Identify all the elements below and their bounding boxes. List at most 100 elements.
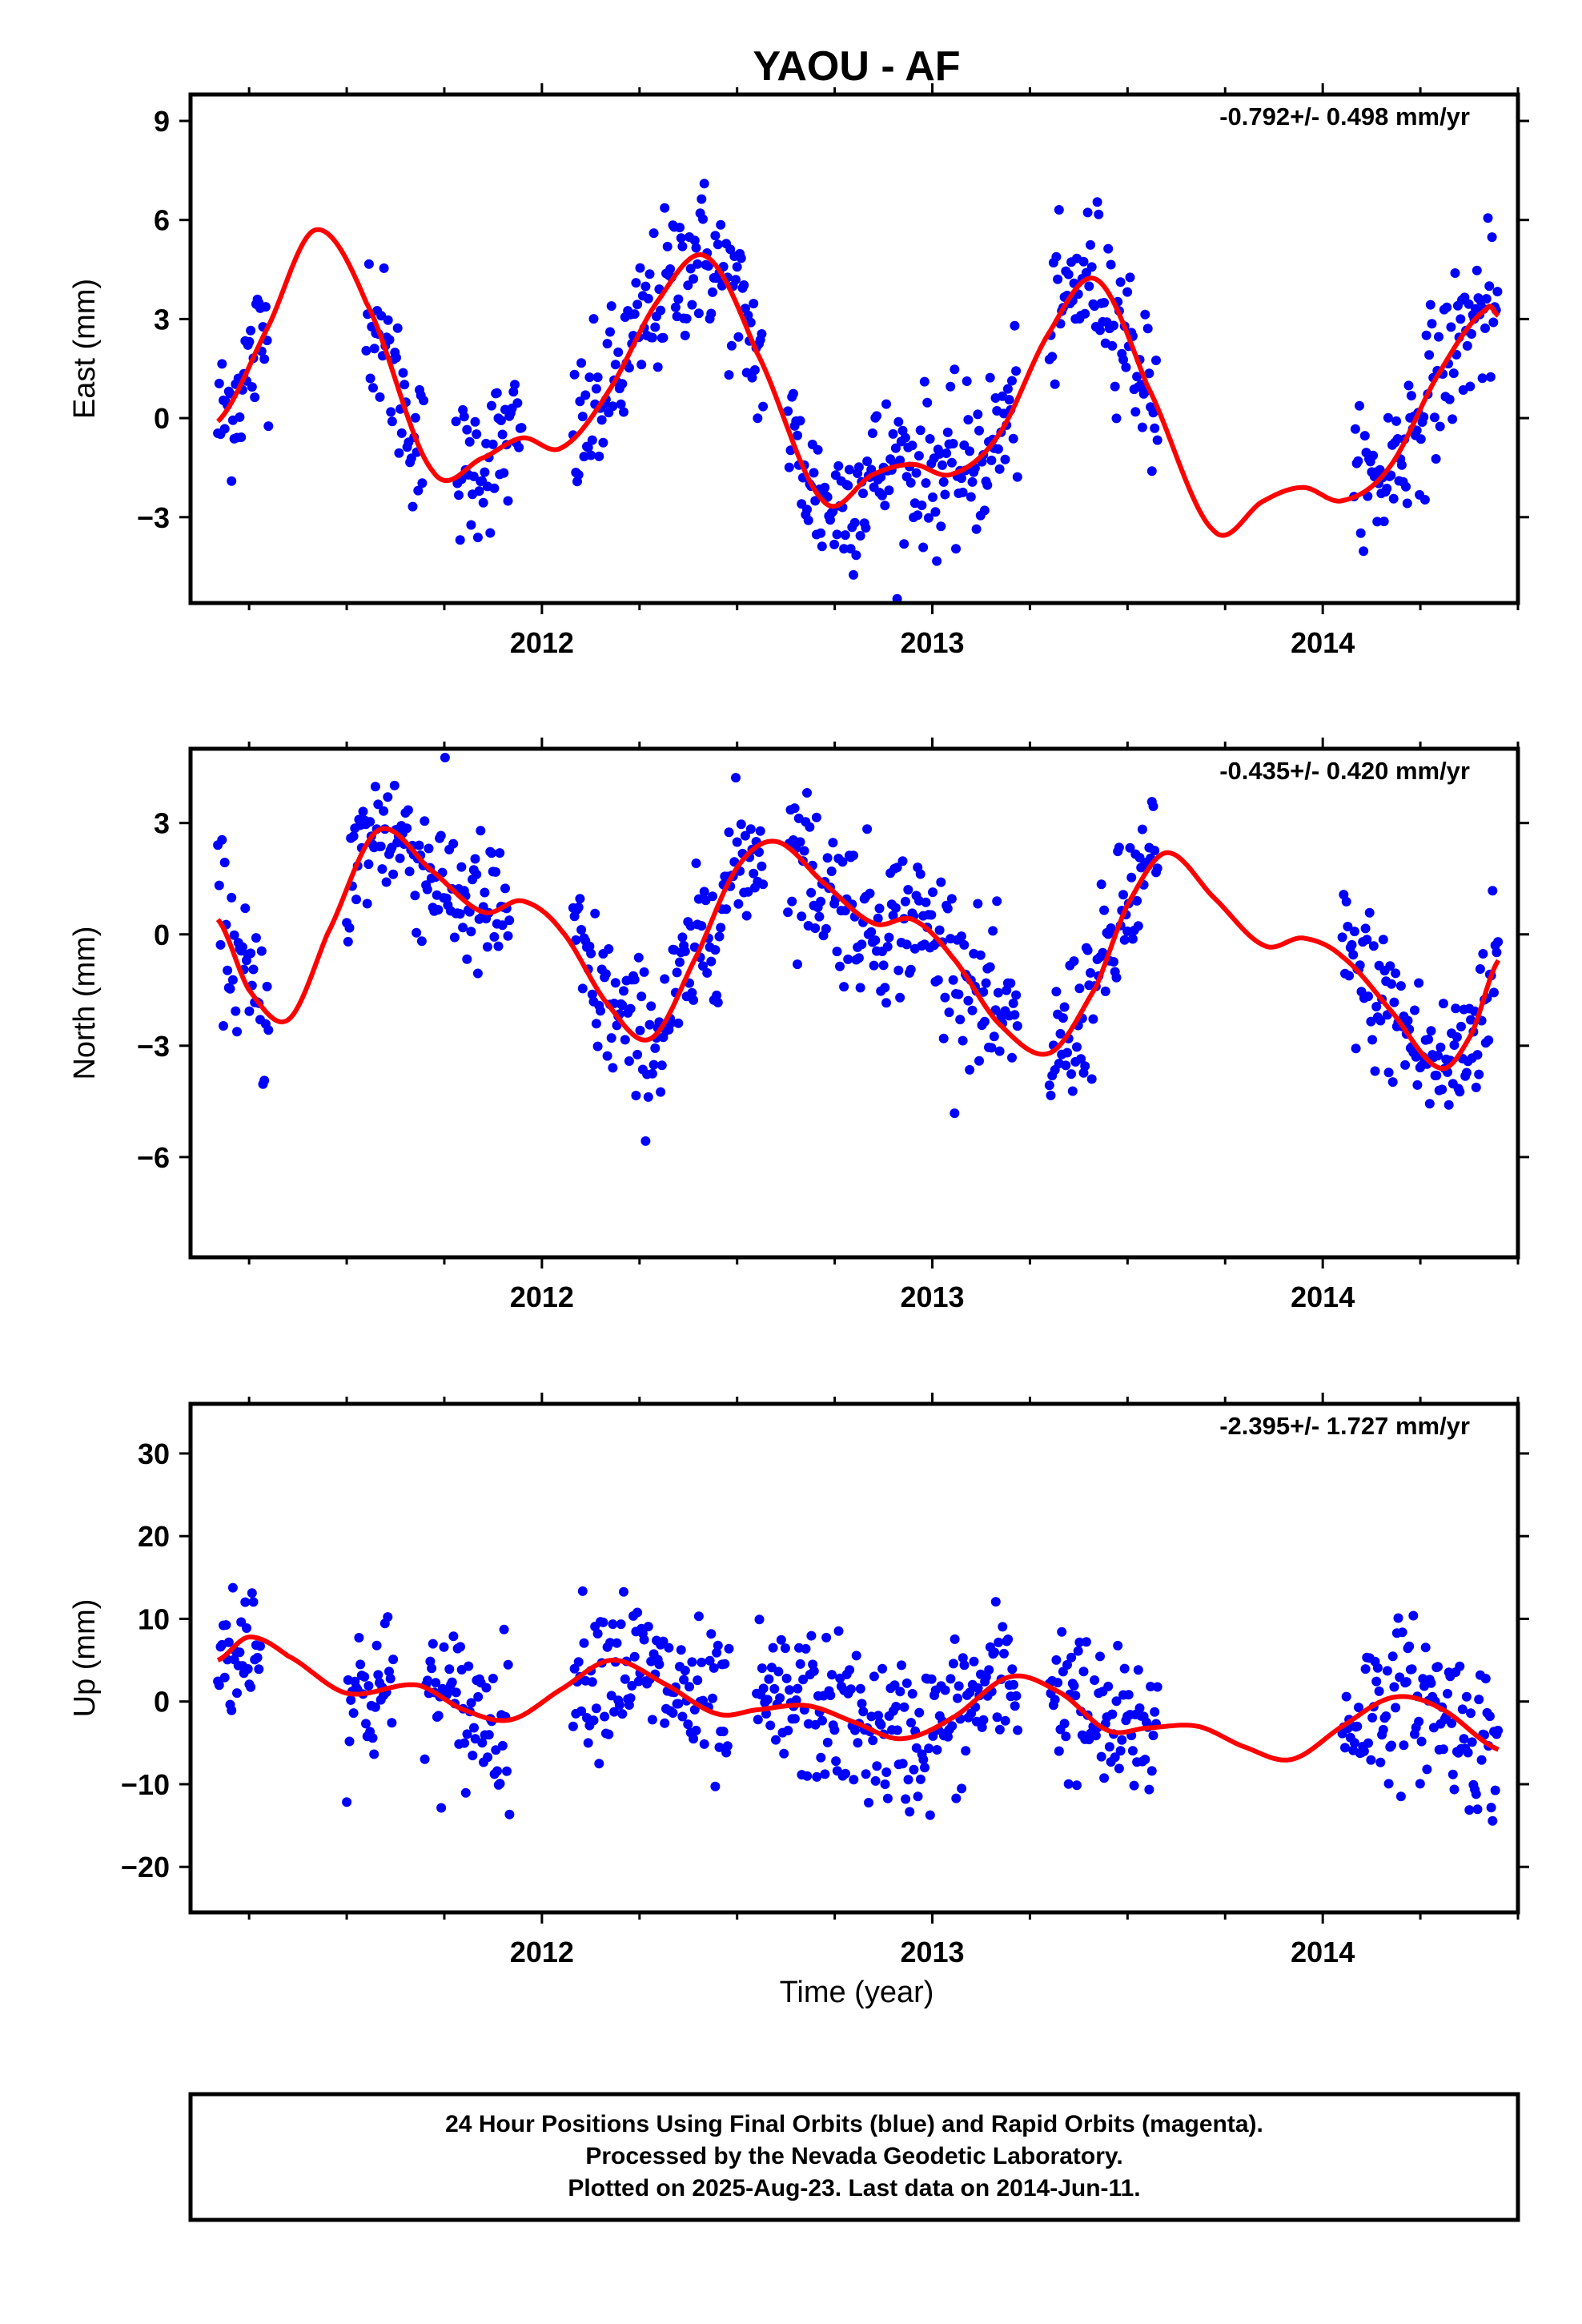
east-data-point (677, 241, 688, 251)
north-data-point (1007, 1052, 1017, 1063)
north-data-point (758, 879, 769, 890)
north-data-point (1076, 1054, 1086, 1064)
up-data-point (632, 1607, 643, 1618)
east-data-point (575, 396, 585, 407)
up-data-point (1371, 1676, 1382, 1687)
east-y-axis-label: East (mm) (68, 279, 102, 419)
up-data-point (439, 1642, 449, 1652)
east-data-point (683, 280, 693, 291)
up-data-point (342, 1797, 352, 1807)
up-data-point (359, 1671, 370, 1682)
east-data-point (1427, 319, 1437, 329)
east-data-point (895, 455, 905, 465)
east-data-point (1053, 274, 1063, 284)
north-data-point (706, 956, 717, 967)
north-data-point (1424, 1099, 1435, 1109)
north-data-point (797, 911, 807, 922)
east-data-point (1010, 320, 1020, 331)
up-data-point (833, 1626, 844, 1636)
up-data-point (367, 1733, 378, 1743)
up-data-point (248, 1597, 259, 1607)
north-data-point (832, 947, 842, 957)
east-data-point (400, 380, 410, 390)
north-data-point (880, 983, 890, 993)
east-data-point (480, 467, 490, 477)
north-data-point (412, 927, 422, 938)
north-data-point (1061, 1060, 1071, 1071)
up-data-point (594, 1759, 604, 1769)
up-data-point (1486, 1803, 1496, 1813)
north-data-point (395, 853, 405, 863)
north-data-point (217, 834, 227, 845)
north-data-point (404, 866, 415, 877)
east-data-point (487, 400, 496, 411)
up-data-point (1050, 1695, 1060, 1705)
up-data-point (880, 1779, 890, 1789)
north-data-point (869, 960, 879, 971)
north-data-point (1455, 1087, 1465, 1097)
east-data-point (259, 354, 270, 364)
north-data-point (1341, 896, 1351, 907)
north-data-point (1431, 1070, 1442, 1080)
east-data-point (985, 372, 995, 383)
up-data-point (1057, 1626, 1067, 1637)
north-data-point (503, 931, 513, 941)
east-data-point (862, 456, 873, 466)
east-data-point (1447, 414, 1458, 424)
east-data-point (932, 556, 942, 566)
east-data-point (387, 416, 397, 427)
up-data-point (857, 1699, 867, 1709)
north-data-point (232, 1027, 242, 1037)
east-data-point (1382, 484, 1392, 493)
east-data-point (893, 416, 904, 427)
east-data-point (394, 448, 404, 458)
up-data-point (1493, 1725, 1504, 1735)
north-data-point (954, 989, 964, 999)
east-data-point (1372, 517, 1383, 527)
up-data-point (370, 1702, 380, 1712)
north-data-point (893, 965, 904, 975)
up-data-point (781, 1673, 792, 1683)
north-data-point (712, 990, 722, 1000)
north-data-point (246, 948, 256, 959)
north-data-point (1148, 801, 1158, 811)
north-data-point (262, 981, 272, 991)
east-data-point (587, 435, 597, 445)
up-data-point (925, 1810, 935, 1820)
north-data-point (629, 975, 640, 985)
east-data-point (361, 345, 371, 356)
north-data-point (673, 1018, 684, 1028)
north-data-point (617, 1000, 628, 1011)
north-data-point (635, 1025, 645, 1035)
north-data-point (219, 1021, 228, 1031)
east-data-point (849, 569, 858, 580)
east-data-point (1355, 528, 1366, 538)
up-data-point (870, 1775, 881, 1786)
north-data-point (1044, 1080, 1054, 1091)
north-data-point (1347, 939, 1357, 950)
north-data-point (1400, 1059, 1411, 1070)
north-data-point (656, 1060, 667, 1071)
up-data-point (431, 1678, 441, 1688)
up-data-point (1472, 1804, 1483, 1815)
east-data-point (619, 407, 628, 417)
east-data-point (588, 314, 599, 324)
north-data-point (449, 932, 460, 943)
up-data-point (1401, 1677, 1411, 1687)
north-data-point (436, 830, 446, 841)
east-data-point (576, 358, 587, 368)
north-data-point (1387, 1077, 1398, 1088)
up-data-point (1395, 1791, 1406, 1802)
up-data-point (604, 1729, 614, 1739)
up-data-point (961, 1746, 971, 1756)
north-data-point (1395, 981, 1406, 991)
up-data-point (221, 1620, 231, 1630)
up-data-point (1422, 1764, 1432, 1775)
up-data-point (1433, 1662, 1443, 1672)
east-data-point (832, 529, 842, 540)
up-data-point (576, 1706, 587, 1716)
north-data-point (1086, 1074, 1097, 1084)
east-data-point (1446, 322, 1456, 332)
up-data-point (881, 1767, 892, 1777)
north-data-point (675, 957, 685, 967)
